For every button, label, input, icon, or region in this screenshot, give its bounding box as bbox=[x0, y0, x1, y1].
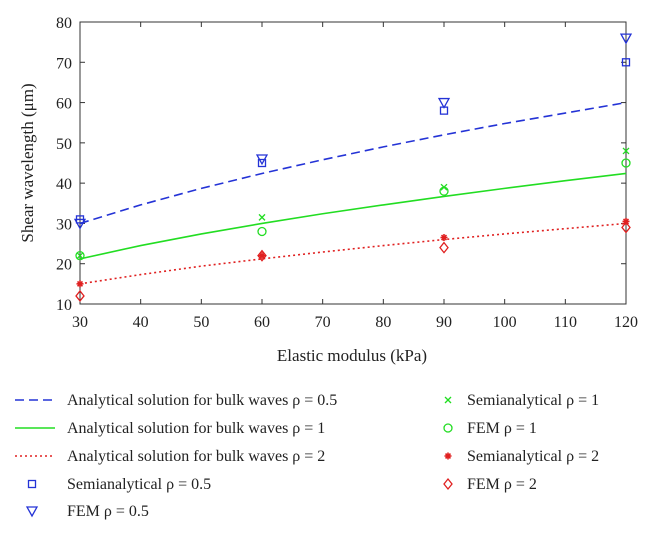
legend: Analytical solution for bulk waves ρ = 0… bbox=[15, 392, 599, 520]
y-tick-label: 10 bbox=[56, 297, 72, 314]
data-point bbox=[621, 158, 631, 168]
data-point bbox=[621, 221, 631, 234]
legend-swatch bbox=[443, 423, 453, 433]
y-axis-label: Shear wavelength (μm) bbox=[18, 83, 37, 242]
legend-entry: Semianalytical ρ = 2 bbox=[444, 448, 599, 465]
legend-entry: FEM ρ = 2 bbox=[443, 476, 537, 493]
legend-swatch bbox=[25, 506, 39, 518]
tick-labels: 30 40 50 60 70 80 90 100 110 120 10 20 30 40 50 60 70 80 bbox=[56, 15, 638, 331]
y-tick-label: 50 bbox=[56, 136, 72, 153]
data-point bbox=[255, 154, 269, 166]
data-point bbox=[439, 186, 449, 196]
legend-label: Analytical solution for bulk waves ρ = 2 bbox=[67, 448, 325, 465]
legend-swatch bbox=[27, 479, 37, 489]
legend-label: Analytical solution for bulk waves ρ = 1 bbox=[67, 420, 325, 437]
y-tick-label: 70 bbox=[56, 55, 72, 72]
legend-label: Semianalytical ρ = 1 bbox=[467, 392, 599, 409]
legend-label: Analytical solution for bulk waves ρ = 0… bbox=[67, 392, 337, 409]
x-tick-label: 80 bbox=[375, 314, 391, 331]
y-tick-label: 30 bbox=[56, 216, 72, 233]
plot-frame bbox=[79, 21, 627, 305]
legend-entry: Analytical solution for bulk waves ρ = 0… bbox=[15, 392, 337, 409]
x-tick-label: 70 bbox=[315, 314, 331, 331]
data-point bbox=[76, 280, 84, 288]
data-point bbox=[258, 252, 266, 260]
data-point bbox=[622, 217, 630, 225]
data-point bbox=[75, 251, 85, 261]
x-tick-label: 40 bbox=[133, 314, 149, 331]
data-point bbox=[439, 241, 449, 254]
legend-swatch bbox=[444, 452, 452, 460]
data-point bbox=[257, 226, 267, 237]
data-point bbox=[440, 234, 448, 242]
x-tick-label: 50 bbox=[193, 314, 209, 331]
x-tick-label: 30 bbox=[72, 314, 88, 331]
x-tick-label: 90 bbox=[436, 314, 452, 331]
data-point bbox=[76, 252, 84, 260]
data-point bbox=[258, 213, 266, 221]
data-point bbox=[257, 249, 267, 262]
plot-axes bbox=[79, 21, 627, 305]
y-tick-label: 40 bbox=[56, 176, 72, 193]
y-tick-label: 80 bbox=[56, 15, 72, 32]
legend-swatch bbox=[443, 477, 453, 491]
legend-swatch bbox=[444, 396, 452, 404]
series-line bbox=[79, 101, 627, 225]
x-axis-label: Elastic modulus (kPa) bbox=[277, 346, 427, 365]
x-tick-label: 120 bbox=[614, 314, 638, 331]
data-point bbox=[619, 33, 633, 45]
y-tick-label: 60 bbox=[56, 96, 72, 113]
data-point bbox=[75, 289, 85, 302]
plot-area bbox=[73, 33, 633, 302]
x-tick-label: 100 bbox=[493, 314, 517, 331]
x-tick-label: 110 bbox=[554, 314, 577, 331]
legend-entry: Semianalytical ρ = 1 bbox=[444, 392, 599, 409]
series-line bbox=[79, 172, 627, 260]
legend-label: FEM ρ = 1 bbox=[467, 420, 537, 437]
x-tick-label: 60 bbox=[254, 314, 270, 331]
legend-entry: Analytical solution for bulk waves ρ = 1 bbox=[15, 420, 325, 437]
data-point bbox=[437, 97, 451, 109]
data-point bbox=[622, 147, 630, 155]
series-line bbox=[79, 222, 627, 285]
legend-entry: FEM ρ = 1 bbox=[443, 420, 537, 437]
legend-label: Semianalytical ρ = 2 bbox=[467, 448, 599, 465]
legend-entry: Semianalytical ρ = 0.5 bbox=[27, 476, 211, 493]
data-point bbox=[73, 218, 87, 230]
legend-label: FEM ρ = 0.5 bbox=[67, 503, 149, 520]
legend-entry: Analytical solution for bulk waves ρ = 2 bbox=[15, 448, 325, 465]
data-point bbox=[621, 58, 631, 67]
data-point bbox=[257, 158, 267, 168]
legend-entry: FEM ρ = 0.5 bbox=[25, 503, 149, 520]
legend-label: FEM ρ = 2 bbox=[467, 476, 537, 493]
y-tick-label: 20 bbox=[56, 257, 72, 274]
legend-label: Semianalytical ρ = 0.5 bbox=[67, 476, 211, 493]
